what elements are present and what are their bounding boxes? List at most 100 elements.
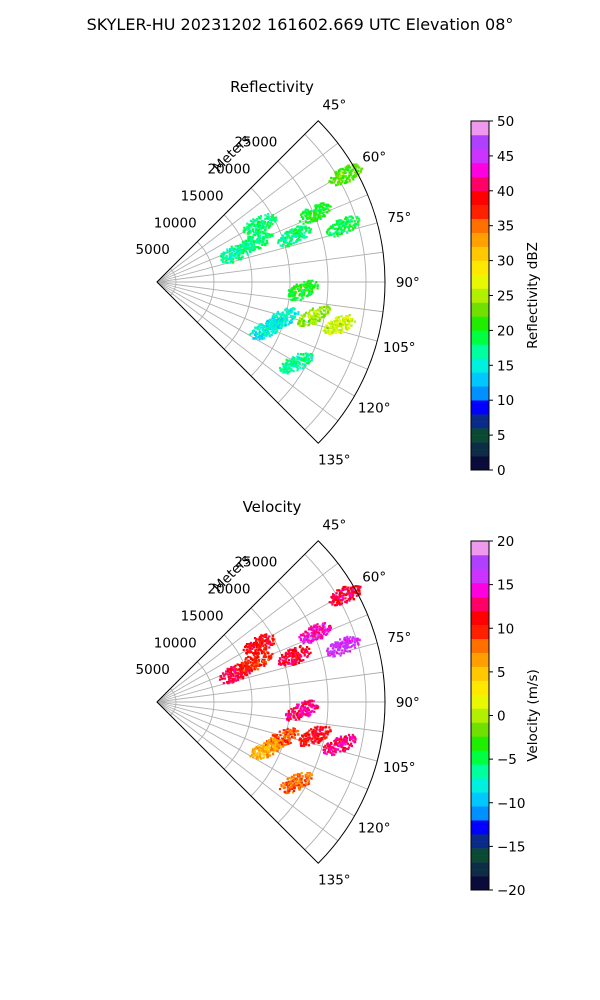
echo-cell	[295, 783, 298, 786]
echo-cell	[340, 744, 343, 747]
echo-cell	[351, 640, 354, 643]
echo-cell	[355, 640, 359, 643]
echo-cell	[338, 740, 341, 743]
echo-cell	[254, 219, 257, 222]
echo-cell	[328, 180, 332, 183]
echo-cell	[284, 362, 287, 365]
echo-cell	[327, 650, 330, 654]
echo-cell	[327, 750, 330, 753]
echo-cell	[266, 747, 269, 750]
echo-cell	[344, 325, 347, 328]
echo-cell	[285, 358, 288, 361]
echo-cell	[241, 248, 244, 251]
echo-cell	[326, 232, 329, 235]
echo-cell	[289, 321, 292, 324]
echo-cell	[296, 652, 299, 655]
echo-cell	[350, 220, 354, 223]
echo-cell	[337, 644, 340, 647]
echo-cell	[240, 251, 243, 255]
echo-cell	[311, 320, 314, 323]
echo-cell	[252, 239, 255, 243]
colorbar-swatch	[471, 715, 489, 723]
echo-cell	[313, 214, 316, 217]
echo-cell	[327, 322, 330, 325]
echo-cell	[247, 649, 250, 652]
echo-cluster	[242, 633, 276, 655]
colorbar-swatch	[471, 687, 489, 695]
echo-cell	[249, 231, 252, 234]
echo-cell	[292, 732, 295, 736]
echo-cell	[306, 772, 309, 775]
colorbar-swatch	[471, 722, 489, 730]
echo-cell	[283, 238, 286, 242]
echo-cell	[244, 250, 247, 253]
echo-cluster	[242, 212, 278, 235]
echo-cell	[262, 326, 265, 329]
echo-cell	[297, 714, 300, 717]
colorbar-swatch	[471, 673, 489, 681]
echo-cell	[303, 280, 306, 284]
echo-cell	[264, 214, 267, 217]
echo-cell	[238, 667, 241, 670]
echo-cell	[345, 316, 348, 319]
echo-cell	[297, 238, 300, 241]
echo-cell	[324, 203, 327, 206]
echo-cell	[300, 740, 303, 743]
echo-cell	[234, 664, 237, 667]
echo-cell	[262, 239, 265, 242]
echo-cell	[313, 213, 316, 216]
echo-cell	[269, 224, 272, 227]
echo-cell	[274, 745, 277, 748]
echo-cell	[281, 782, 285, 785]
echo-cell	[247, 655, 250, 658]
echo-cluster	[238, 231, 274, 253]
echo-cell	[344, 739, 347, 742]
echo-cell	[254, 666, 258, 669]
echo-cell	[347, 733, 351, 737]
echo-cell	[338, 175, 342, 178]
echo-cell	[315, 281, 318, 284]
echo-cell	[253, 234, 257, 237]
echo-cell	[252, 753, 255, 756]
echo-cell	[283, 313, 286, 316]
echo-cell	[302, 293, 305, 297]
echo-cell	[326, 629, 329, 632]
echo-cell	[342, 585, 345, 589]
echo-cell	[244, 658, 247, 661]
echo-cell	[292, 791, 295, 794]
echo-cell	[337, 330, 340, 333]
colorbar-tick-label: 10	[497, 393, 514, 409]
echo-cell	[279, 323, 282, 326]
echo-cell	[328, 627, 331, 630]
echo-cell	[335, 592, 338, 595]
echo-cell	[252, 646, 255, 649]
echo-cell	[329, 730, 332, 733]
echo-cell	[290, 357, 294, 360]
echo-cell	[266, 332, 270, 335]
colorbar-swatch	[471, 666, 489, 674]
echo-cell	[245, 652, 248, 655]
colorbar-swatch	[471, 204, 489, 213]
echo-cell	[248, 229, 251, 232]
echo-cell	[335, 652, 338, 655]
echo-cell	[302, 222, 305, 225]
echo-cell	[257, 325, 260, 328]
echo-cell	[296, 287, 299, 291]
radial-tick-label: 20000	[208, 582, 251, 598]
echo-cell	[334, 742, 337, 745]
echo-cell	[281, 236, 284, 239]
echo-cell	[285, 319, 289, 322]
echo-cell	[306, 776, 310, 779]
echo-cell	[300, 353, 303, 356]
echo-cell	[270, 219, 273, 222]
echo-cell	[260, 335, 263, 338]
echo-cell	[297, 285, 300, 288]
echo-cell	[248, 333, 251, 336]
echo-cell	[298, 358, 301, 361]
echo-cell	[326, 627, 330, 630]
echo-cell	[263, 232, 266, 235]
echo-cluster	[278, 771, 314, 795]
echo-cell	[348, 650, 351, 653]
echo-cell	[342, 645, 345, 648]
